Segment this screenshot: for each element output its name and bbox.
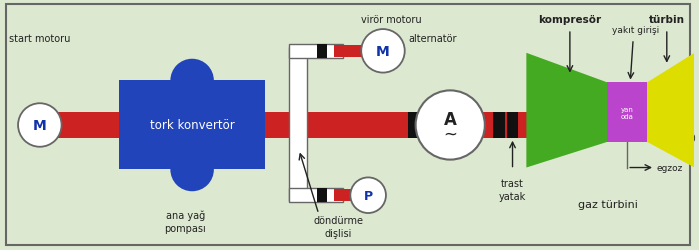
FancyBboxPatch shape	[289, 48, 307, 201]
FancyBboxPatch shape	[333, 190, 363, 201]
Circle shape	[18, 104, 62, 147]
Text: alternatör: alternatör	[408, 34, 456, 44]
Text: döndürme
dişlisi: döndürme dişlisi	[313, 216, 363, 238]
Text: M: M	[376, 45, 390, 59]
Text: A: A	[444, 110, 456, 128]
Text: start motoru: start motoru	[9, 34, 71, 44]
Text: ana yağ
pompası: ana yağ pompası	[164, 209, 206, 233]
FancyBboxPatch shape	[119, 81, 266, 170]
Polygon shape	[647, 54, 695, 168]
FancyBboxPatch shape	[507, 113, 519, 138]
FancyBboxPatch shape	[333, 46, 363, 58]
Text: kompresör: kompresör	[538, 15, 601, 25]
FancyBboxPatch shape	[493, 113, 505, 138]
Circle shape	[350, 178, 386, 213]
FancyBboxPatch shape	[57, 113, 660, 138]
Text: gaz türbini: gaz türbini	[577, 199, 637, 209]
Text: yan
oda: yan oda	[621, 106, 634, 119]
Text: ~: ~	[443, 126, 457, 143]
Circle shape	[416, 91, 485, 160]
FancyBboxPatch shape	[317, 188, 326, 202]
Circle shape	[171, 148, 214, 192]
Text: egzoz: egzoz	[657, 163, 684, 172]
Text: virör motoru: virör motoru	[361, 15, 421, 25]
Text: trast
yatak: trast yatak	[499, 178, 526, 201]
Text: M: M	[33, 118, 47, 132]
Circle shape	[361, 30, 405, 73]
FancyBboxPatch shape	[408, 113, 419, 138]
Circle shape	[171, 60, 214, 103]
Text: P: P	[363, 189, 373, 202]
FancyBboxPatch shape	[289, 45, 343, 59]
Polygon shape	[526, 54, 607, 168]
Text: tork konvertör: tork konvertör	[150, 119, 234, 132]
FancyBboxPatch shape	[317, 45, 326, 59]
FancyBboxPatch shape	[6, 5, 689, 245]
Text: türbin: türbin	[649, 15, 685, 25]
Text: yakıt girişi: yakıt girişi	[612, 26, 658, 35]
FancyBboxPatch shape	[289, 188, 343, 202]
FancyBboxPatch shape	[607, 83, 647, 142]
Text: mil
(şaft): mil (şaft)	[672, 122, 696, 142]
